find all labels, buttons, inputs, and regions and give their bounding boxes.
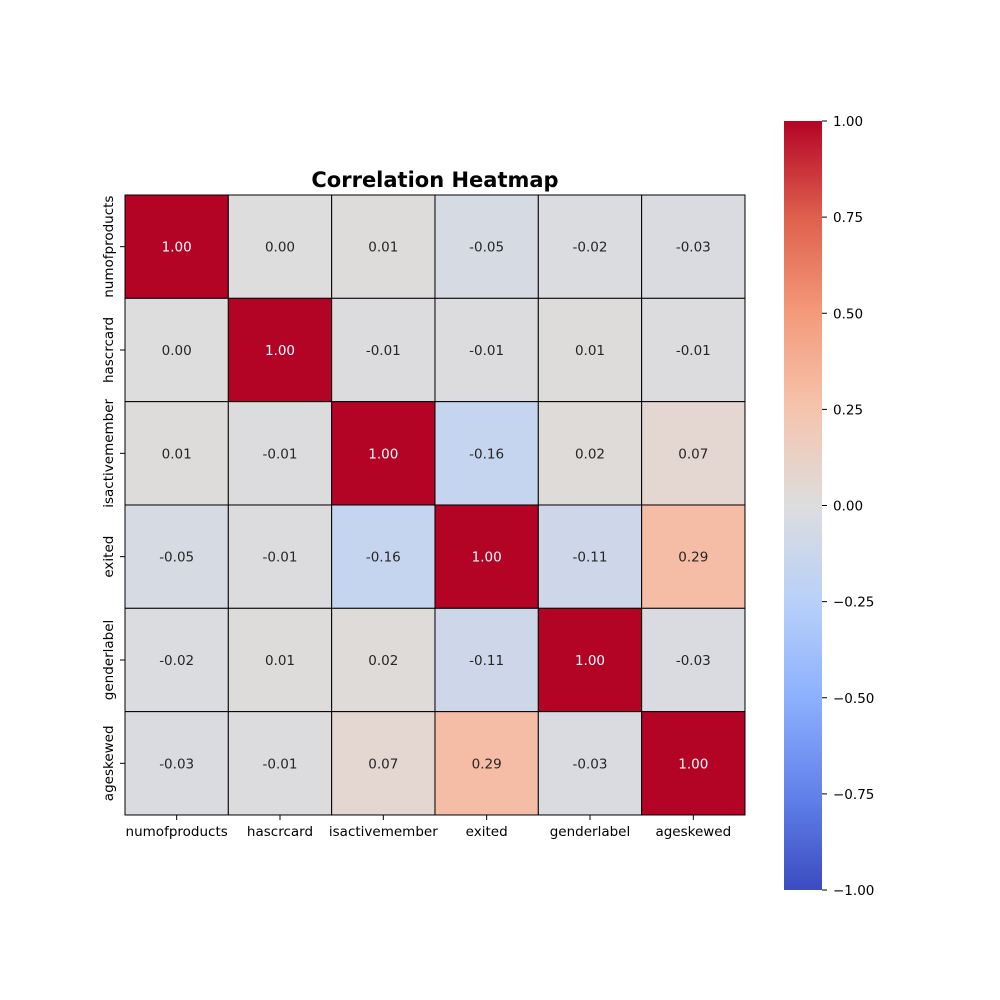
y-tick-label: genderlabel — [101, 620, 117, 701]
heatmap-cell — [124, 607, 229, 713]
heatmap-cell — [537, 504, 643, 609]
heatmap-cell — [124, 711, 229, 816]
colorbar-tick-label: 1.00 — [833, 114, 863, 130]
heatmap-cell — [537, 194, 643, 299]
x-tick-label: genderlabel — [550, 824, 631, 840]
y-tick-label: hascrcard — [101, 317, 117, 383]
cell-value-label: 0.01 — [575, 343, 605, 359]
heatmap-cell — [434, 194, 539, 299]
x-axis: numofproducts hascrcard isactivemember exit… — [126, 814, 731, 840]
cell-value-label: -0.01 — [263, 550, 298, 566]
heatmap-cell — [641, 297, 746, 403]
cell-value-label: 1.00 — [162, 240, 192, 256]
heatmap-cell — [124, 504, 229, 609]
colorbar: 1.00 0.75 0.50 0.25 0.00 −0.25 −0.50 −0.75 −1.00 — [784, 114, 874, 899]
cell-value-label: -0.03 — [676, 240, 711, 256]
heatmap-cell — [641, 401, 746, 506]
cell-value-label: 0.01 — [162, 446, 192, 462]
heatmap-cells: 1.00 0.00 0.01 -0.05 -0.02 -0.03 0.00 1.00 -0.01… — [124, 194, 746, 816]
cell-value-label: 0.07 — [368, 756, 398, 772]
heatmap-cell — [227, 401, 333, 506]
cell-value-label: -0.03 — [676, 653, 711, 669]
cell-value-label: -0.05 — [159, 550, 194, 566]
cell-value-label: 0.29 — [678, 550, 708, 566]
cell-value-label: -0.16 — [469, 446, 504, 462]
cell-value-label: -0.03 — [159, 756, 194, 772]
cell-value-label: 1.00 — [368, 446, 398, 462]
cell-value-label: -0.02 — [573, 240, 608, 256]
heatmap-cell — [227, 297, 333, 403]
cell-value-label: -0.01 — [676, 343, 711, 359]
heatmap-cell — [434, 297, 539, 403]
heatmap-cell — [641, 504, 746, 609]
cell-value-label: 0.00 — [162, 343, 192, 359]
cell-value-label: 1.00 — [575, 653, 605, 669]
cell-value-label: -0.03 — [573, 756, 608, 772]
x-tick-label: ageskewed — [655, 824, 731, 840]
heatmap-cell — [331, 607, 436, 713]
x-tick-label: hascrcard — [247, 824, 313, 840]
y-tick-label: exited — [101, 536, 117, 578]
heatmap-cell — [227, 504, 333, 609]
x-tick-label: exited — [466, 824, 508, 840]
cell-value-label: 0.01 — [265, 653, 295, 669]
heatmap-cell — [434, 401, 539, 506]
y-axis: numofproducts hascrcard isactivemember exit… — [101, 196, 125, 801]
cell-value-label: -0.11 — [573, 550, 608, 566]
cell-value-label: 0.02 — [368, 653, 398, 669]
colorbar-gradient — [784, 121, 822, 890]
cell-value-label: -0.01 — [263, 446, 298, 462]
cell-value-label: -0.16 — [366, 550, 401, 566]
colorbar-tick-label: 0.25 — [833, 402, 863, 418]
heatmap-cell — [124, 194, 229, 299]
heatmap-cell — [227, 194, 333, 299]
colorbar-tick-label: 0.75 — [833, 210, 863, 226]
cell-value-label: -0.01 — [263, 756, 298, 772]
cell-value-label: -0.11 — [469, 653, 504, 669]
colorbar-tick-label: 0.00 — [833, 499, 863, 515]
colorbar-tick-label: −1.00 — [833, 883, 874, 899]
heatmap-cell — [641, 194, 746, 299]
cell-value-label: 0.07 — [678, 446, 708, 462]
heatmap-cell — [124, 401, 229, 506]
chart-title: Correlation Heatmap — [311, 168, 558, 192]
y-tick-label: numofproducts — [101, 196, 117, 298]
y-tick-label: ageskewed — [101, 725, 117, 801]
heatmap-cell — [641, 711, 746, 816]
cell-value-label: 1.00 — [265, 343, 295, 359]
heatmap-cell — [331, 194, 436, 299]
cell-value-label: -0.01 — [469, 343, 504, 359]
heatmap-cell — [537, 711, 643, 816]
colorbar-tick-label: −0.50 — [833, 691, 874, 707]
colorbar-tick-label: 0.50 — [833, 306, 863, 322]
heatmap-cell — [537, 401, 643, 506]
heatmap-cell — [434, 607, 539, 713]
cell-value-label: 0.29 — [472, 756, 502, 772]
cell-value-label: -0.05 — [469, 240, 504, 256]
colorbar-tick-label: −0.75 — [833, 787, 874, 803]
heatmap-cell — [331, 504, 436, 609]
cell-value-label: 1.00 — [472, 550, 502, 566]
cell-value-label: -0.02 — [159, 653, 194, 669]
cell-value-label: 0.01 — [368, 240, 398, 256]
cell-value-label: 0.02 — [575, 446, 605, 462]
cell-value-label: -0.01 — [366, 343, 401, 359]
colorbar-tick-label: −0.25 — [833, 595, 874, 611]
x-tick-label: isactivemember — [329, 824, 438, 840]
heatmap-cell — [434, 504, 539, 609]
y-tick-label: isactivemember — [101, 398, 117, 507]
cell-value-label: 0.00 — [265, 240, 295, 256]
heatmap-cell — [331, 401, 436, 506]
heatmap-cell — [641, 607, 746, 713]
x-tick-label: numofproducts — [126, 824, 228, 840]
cell-value-label: 1.00 — [678, 756, 708, 772]
heatmap-cell — [537, 607, 643, 713]
